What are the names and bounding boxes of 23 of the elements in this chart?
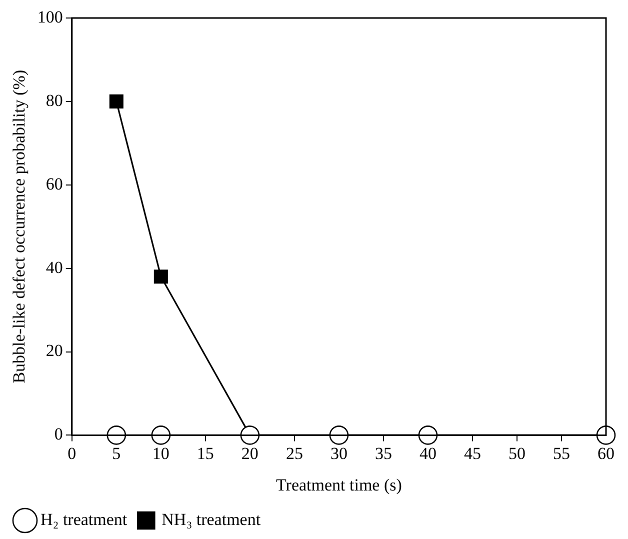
x-tick-label: 15 [196, 444, 214, 463]
x-tick-label: 5 [112, 444, 121, 463]
x-tick-label: 40 [419, 444, 436, 463]
x-tick-label: 50 [508, 444, 526, 463]
legend-label: H₂ treatment [40, 510, 128, 529]
x-tick-label: 45 [464, 444, 481, 463]
y-tick-label: 20 [46, 341, 63, 360]
x-axis-title: Treatment time (s) [276, 475, 402, 494]
x-tick-label: 55 [552, 444, 570, 463]
x-tick-label: 25 [286, 444, 303, 463]
x-tick-label: 20 [241, 444, 258, 463]
x-tick-label: 35 [374, 444, 392, 463]
y-tick-label: 0 [54, 424, 63, 444]
y-tick-label: 40 [46, 258, 63, 277]
legend-label: NH₃ treatment [162, 510, 261, 529]
x-tick-label: 30 [330, 444, 348, 463]
x-tick-label: 60 [598, 444, 614, 463]
x-tick-label: 0 [68, 444, 76, 463]
y-tick-label: 100 [37, 7, 63, 26]
y-tick-label: 60 [46, 174, 63, 194]
y-tick-label: 80 [46, 90, 63, 110]
x-tick-label: 10 [152, 444, 170, 463]
y-axis-title: Bubble-like defect occurrence probability (%) [10, 70, 29, 384]
